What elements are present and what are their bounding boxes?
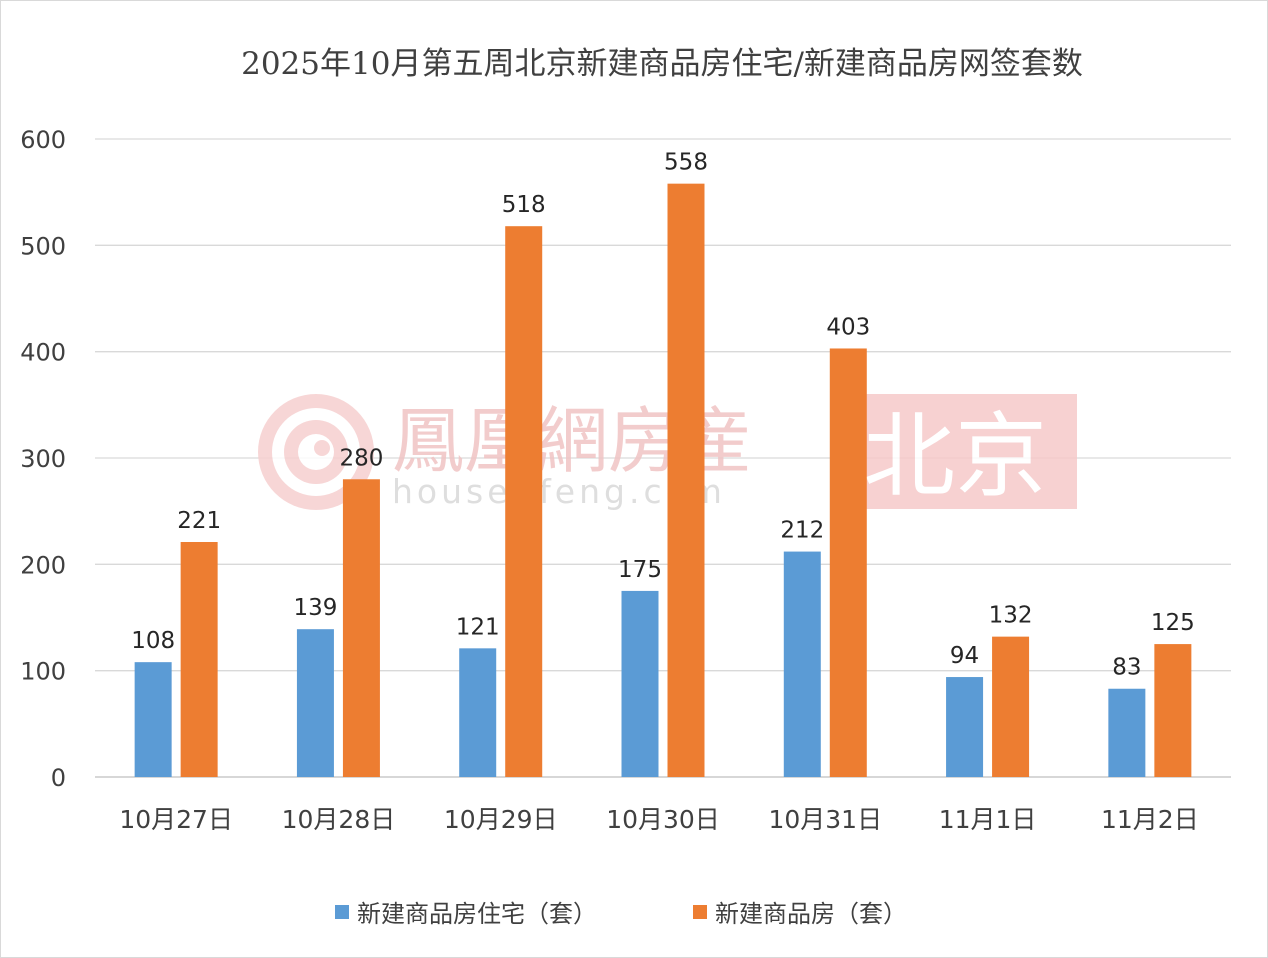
- legend-entry: 新建商品房（套）: [715, 900, 907, 928]
- bar: [1154, 644, 1192, 777]
- x-tick-label: 10月28日: [282, 805, 396, 834]
- x-tick-label: 11月2日: [1101, 805, 1199, 834]
- data-label: 121: [456, 614, 500, 640]
- legend: 新建商品房住宅（套） 新建商品房（套）: [335, 900, 907, 928]
- watermark-city-badge: [833, 394, 1077, 509]
- bar: [829, 348, 867, 777]
- y-axis: 0 100 200 300 400 500 600: [20, 126, 66, 792]
- y-tick-label: 0: [51, 764, 66, 792]
- bar: [621, 590, 659, 777]
- data-label: 139: [293, 595, 337, 621]
- bars: [134, 183, 1192, 777]
- legend-swatch: [335, 905, 349, 919]
- data-label: 403: [826, 314, 870, 340]
- bar: [505, 226, 543, 777]
- bar: [296, 629, 334, 777]
- bar: [946, 677, 984, 777]
- bar: [342, 479, 380, 777]
- data-label: 558: [664, 150, 708, 176]
- data-label: 132: [989, 603, 1033, 629]
- watermark-city: 北京: [863, 403, 1047, 510]
- bar: [180, 542, 218, 777]
- data-label: 83: [1112, 655, 1141, 681]
- data-label: 280: [339, 445, 383, 471]
- bar: [459, 648, 497, 777]
- data-label: 175: [618, 557, 662, 583]
- data-labels: 108 221 139 280 121 518 175 558 212 403 94 132 83 125: [131, 150, 1195, 681]
- data-label: 125: [1151, 610, 1195, 636]
- bar: [667, 183, 705, 777]
- chart-title: 2025年10月第五周北京新建商品房住宅/新建商品房网签套数: [241, 46, 1083, 82]
- gridlines: [95, 138, 1231, 778]
- y-tick-label: 600: [20, 126, 66, 154]
- y-tick-label: 500: [20, 232, 66, 260]
- data-label: 108: [131, 628, 175, 654]
- watermark-url: house.ifeng.com: [392, 472, 726, 511]
- x-tick-label: 10月27日: [119, 805, 233, 834]
- bar: [134, 662, 172, 777]
- legend-swatch: [693, 905, 707, 919]
- y-tick-label: 100: [20, 658, 66, 686]
- x-tick-label: 10月31日: [768, 805, 882, 834]
- data-label: 94: [950, 643, 979, 669]
- y-tick-label: 200: [20, 551, 66, 579]
- x-tick-label: 11月1日: [939, 805, 1037, 834]
- x-axis: 10月27日 10月28日 10月29日 10月30日 10月31日 11月1日 11月2日: [119, 805, 1198, 834]
- y-tick-label: 400: [20, 339, 66, 367]
- y-tick-label: 300: [20, 445, 66, 473]
- data-label: 212: [780, 518, 824, 544]
- x-tick-label: 10月29日: [444, 805, 558, 834]
- x-tick-label: 10月30日: [606, 805, 720, 834]
- bar: [992, 636, 1030, 777]
- bar: [783, 551, 821, 777]
- data-label: 518: [502, 192, 546, 218]
- data-label: 221: [177, 508, 221, 534]
- legend-entry: 新建商品房住宅（套）: [357, 900, 597, 928]
- bar: [1108, 688, 1146, 777]
